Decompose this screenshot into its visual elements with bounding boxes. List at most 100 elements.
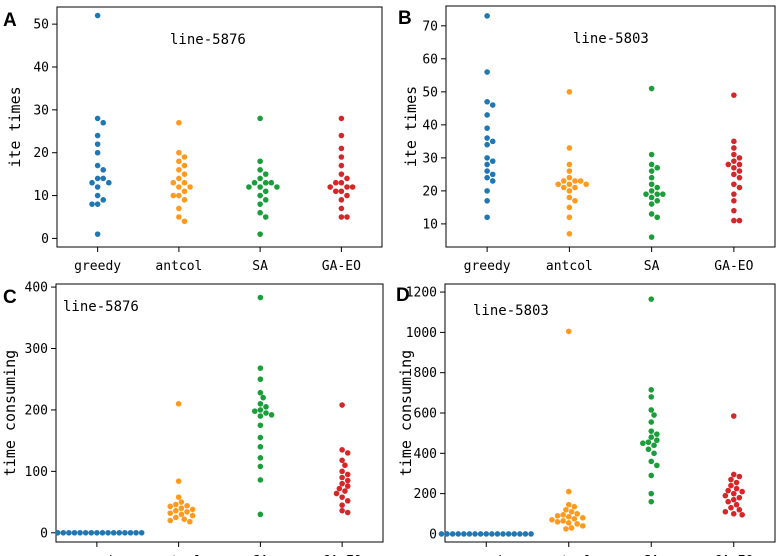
data-point-sa bbox=[251, 408, 258, 414]
data-point-sa bbox=[257, 209, 263, 216]
data-point-antcol bbox=[560, 178, 567, 184]
data-point-antcol bbox=[175, 400, 182, 407]
data-point-ga-eo bbox=[722, 508, 729, 515]
data-point-ga-eo bbox=[327, 184, 333, 190]
data-point-greedy bbox=[94, 529, 100, 536]
line-annotation: line-5876 bbox=[63, 299, 139, 315]
data-point-greedy bbox=[484, 168, 490, 174]
data-point-ga-eo bbox=[733, 479, 740, 486]
data-point-greedy bbox=[484, 112, 490, 118]
data-point-ga-eo bbox=[736, 184, 743, 191]
data-point-ga-eo bbox=[733, 501, 740, 508]
data-point-greedy bbox=[484, 155, 490, 161]
y-tick-label: 10 bbox=[33, 189, 49, 204]
data-point-ga-eo bbox=[339, 507, 345, 514]
data-point-ga-eo bbox=[730, 496, 737, 503]
data-point-sa bbox=[648, 211, 655, 217]
data-point-greedy bbox=[94, 201, 101, 207]
y-tick-label: 0 bbox=[429, 527, 437, 542]
data-point-ga-eo bbox=[333, 490, 340, 497]
data-point-sa bbox=[257, 376, 264, 383]
data-point-ga-eo bbox=[731, 171, 737, 178]
panel-d: 0 200 400 600 800 1000 1200 greedy antcol SA GA-EO… bbox=[396, 283, 776, 556]
data-point-sa bbox=[257, 413, 264, 419]
data-point-antcol bbox=[566, 204, 573, 211]
data-point-antcol bbox=[565, 514, 572, 520]
data-point-antcol bbox=[565, 488, 572, 495]
data-point-ga-eo bbox=[339, 480, 345, 487]
data-point-antcol bbox=[175, 494, 182, 500]
data-point-antcol bbox=[560, 518, 566, 524]
data-point-sa bbox=[257, 422, 264, 429]
data-point-sa bbox=[645, 446, 652, 453]
y-axis-label: ite times bbox=[6, 86, 24, 167]
data-point-antcol bbox=[181, 218, 188, 225]
data-point-ga-eo bbox=[730, 490, 737, 497]
data-point-antcol bbox=[173, 501, 179, 508]
data-point-greedy bbox=[88, 529, 95, 536]
data-point-greedy bbox=[60, 529, 67, 536]
data-point-ga-eo bbox=[344, 509, 351, 516]
panel-letter: A bbox=[3, 10, 17, 31]
data-point-ga-eo bbox=[731, 207, 737, 214]
data-point-greedy bbox=[500, 531, 506, 537]
panel-a: 0 10 20 30 40 50 greedy antcol SA GA-EO ite times A… bbox=[3, 6, 383, 274]
data-point-ga-eo bbox=[339, 494, 345, 500]
data-point-sa bbox=[257, 158, 263, 165]
data-point-greedy bbox=[127, 529, 134, 536]
data-point-ga-eo bbox=[344, 471, 351, 478]
data-point-antcol bbox=[566, 194, 573, 201]
data-point-sa bbox=[257, 294, 264, 301]
data-point-ga-eo bbox=[344, 450, 351, 456]
data-point-greedy bbox=[94, 231, 101, 237]
data-point-greedy bbox=[511, 531, 518, 537]
data-point-sa bbox=[257, 443, 264, 450]
data-point-greedy bbox=[484, 161, 490, 168]
data-point-antcol bbox=[181, 516, 188, 523]
data-point-antcol bbox=[560, 511, 566, 518]
data-point-ga-eo bbox=[736, 161, 743, 168]
data-point-sa bbox=[651, 442, 657, 449]
data-point-sa bbox=[257, 115, 263, 122]
data-point-greedy bbox=[444, 531, 450, 537]
x-tick-label-antcol: antcol bbox=[546, 259, 593, 274]
data-point-antcol bbox=[173, 514, 179, 521]
data-point-sa bbox=[654, 164, 661, 171]
data-point-greedy bbox=[505, 531, 512, 537]
data-point-ga-eo bbox=[338, 171, 345, 177]
data-point-ga-eo bbox=[728, 476, 734, 483]
data-point-sa bbox=[654, 437, 660, 444]
data-point-sa bbox=[654, 191, 661, 197]
y-tick-label: 300 bbox=[25, 342, 48, 357]
data-point-greedy bbox=[100, 167, 107, 173]
data-point-greedy bbox=[106, 179, 112, 186]
data-point-sa bbox=[648, 428, 655, 434]
data-point-ga-eo bbox=[722, 492, 729, 499]
data-point-sa bbox=[654, 431, 660, 437]
data-point-greedy bbox=[133, 529, 139, 536]
data-point-antcol bbox=[583, 181, 589, 188]
data-point-greedy bbox=[94, 132, 101, 139]
line-annotation: line-5803 bbox=[573, 31, 649, 47]
data-point-antcol bbox=[170, 179, 177, 186]
data-point-ga-eo bbox=[338, 132, 345, 139]
y-tick-label: 30 bbox=[422, 151, 438, 166]
data-point-sa bbox=[263, 410, 269, 416]
data-point-sa bbox=[274, 184, 280, 190]
data-point-sa bbox=[262, 179, 269, 186]
data-point-sa bbox=[648, 458, 655, 465]
data-point-greedy bbox=[100, 119, 107, 126]
data-point-ga-eo bbox=[730, 413, 737, 419]
data-point-greedy bbox=[100, 175, 107, 182]
data-point-antcol bbox=[566, 230, 573, 237]
data-point-greedy bbox=[449, 531, 456, 537]
data-point-greedy bbox=[89, 179, 95, 186]
data-point-ga-eo bbox=[344, 175, 350, 182]
data-point-greedy bbox=[94, 12, 101, 19]
y-tick-label: 400 bbox=[25, 281, 48, 296]
plot-frame bbox=[56, 6, 383, 248]
data-point-greedy bbox=[100, 197, 107, 203]
y-tick-label: 200 bbox=[25, 403, 48, 418]
panel-letter: B bbox=[398, 8, 412, 29]
